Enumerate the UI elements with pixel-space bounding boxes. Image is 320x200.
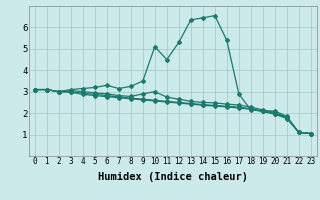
X-axis label: Humidex (Indice chaleur): Humidex (Indice chaleur) [98, 172, 248, 182]
